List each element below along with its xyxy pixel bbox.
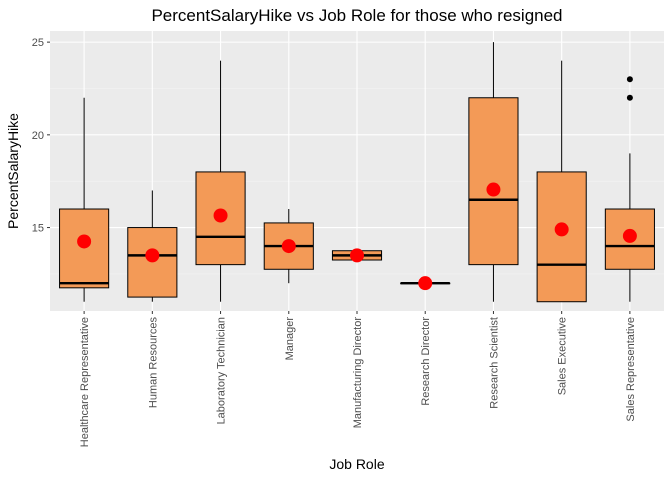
mean-point (145, 248, 160, 263)
box-6 (400, 276, 451, 291)
y-tick-label: 15 (32, 223, 44, 235)
box-iqr (536, 171, 587, 303)
mean-point (281, 239, 296, 254)
box-5 (331, 248, 383, 263)
mean-point (486, 182, 501, 197)
x-tick-label: Research Scientist (488, 317, 500, 409)
mean-point (77, 234, 92, 249)
x-tick-label: Healthcare Representative (79, 317, 91, 447)
mean-point (350, 248, 364, 263)
box-iqr (468, 97, 519, 266)
y-tick-label: 25 (32, 37, 44, 49)
box-8 (536, 60, 587, 303)
outlier-point (626, 94, 633, 101)
box-4 (263, 209, 314, 284)
mean-point (622, 228, 637, 243)
box-1 (59, 97, 110, 302)
y-tick-label: 20 (32, 130, 44, 142)
x-axis-title: Job Role (329, 456, 384, 472)
x-tick-label: Manufacturing Director (352, 317, 364, 429)
mean-point (418, 276, 433, 291)
y-axis-title: PercentSalaryHike (5, 113, 21, 229)
mean-point (554, 222, 569, 237)
box-2 (127, 190, 178, 302)
box-9 (604, 76, 655, 302)
outlier-point (626, 76, 633, 83)
x-tick-label: Research Director (420, 317, 432, 406)
x-tick-label: Manager (284, 317, 296, 361)
x-tick-label: Human Resources (147, 317, 159, 409)
box-plots (59, 42, 655, 303)
x-tick-label: Sales Representative (625, 317, 637, 422)
y-axis: 15 20 25 (32, 37, 50, 235)
chart-title: PercentSalaryHike vs Job Role for those … (151, 6, 562, 25)
x-axis: Healthcare Representative Human Resources… (79, 311, 637, 447)
box-3 (195, 60, 246, 302)
mean-point (213, 208, 228, 223)
box-7 (468, 42, 519, 302)
x-tick-label: Laboratory Technician (216, 317, 228, 424)
x-tick-label: Sales Executive (557, 317, 569, 395)
